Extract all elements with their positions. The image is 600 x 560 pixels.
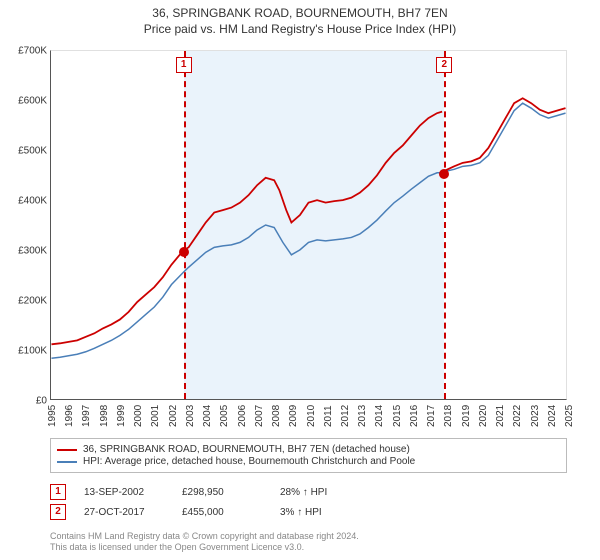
- x-axis-label: 2020: [478, 405, 489, 427]
- event-marker-badge-2: 2: [436, 57, 452, 73]
- legend-swatch-price-paid: [57, 449, 77, 451]
- x-axis-label: 2005: [219, 405, 230, 427]
- y-axis-label: £600K: [18, 96, 47, 107]
- attribution-text: Contains HM Land Registry data © Crown c…: [50, 531, 567, 554]
- event-1-date: 13-SEP-2002: [84, 487, 164, 498]
- events-table: 1 13-SEP-2002 £298,950 28% ↑ HPI 2 27-OC…: [50, 480, 567, 524]
- x-axis-label: 2003: [185, 405, 196, 427]
- x-axis-label: 2024: [547, 405, 558, 427]
- x-axis-label: 2010: [306, 405, 317, 427]
- x-axis-label: 2013: [357, 405, 368, 427]
- event-line-2: [444, 51, 446, 399]
- chart-title-block: 36, SPRINGBANK ROAD, BOURNEMOUTH, BH7 7E…: [0, 0, 600, 36]
- x-axis-label: 2007: [254, 405, 265, 427]
- event-row-1: 1 13-SEP-2002 £298,950 28% ↑ HPI: [50, 484, 567, 500]
- x-axis-label: 2009: [288, 405, 299, 427]
- x-axis-label: 2018: [443, 405, 454, 427]
- x-axis-label: 2006: [237, 405, 248, 427]
- y-axis-label: £200K: [18, 296, 47, 307]
- event-1-delta: 28% ↑ HPI: [280, 487, 360, 498]
- chart-lines-svg: [51, 51, 566, 399]
- x-axis-label: 2021: [495, 405, 506, 427]
- x-axis-label: 2016: [409, 405, 420, 427]
- legend-row-hpi: HPI: Average price, detached house, Bour…: [57, 456, 560, 467]
- x-axis-label: 2023: [530, 405, 541, 427]
- y-axis-label: £300K: [18, 246, 47, 257]
- event-line-1: [184, 51, 186, 399]
- x-axis-label: 1995: [47, 405, 58, 427]
- x-axis-label: 2002: [168, 405, 179, 427]
- x-axis-label: 2008: [271, 405, 282, 427]
- event-2-delta: 3% ↑ HPI: [280, 507, 360, 518]
- x-axis-label: 2017: [426, 405, 437, 427]
- x-axis-label: 2000: [133, 405, 144, 427]
- legend-label-price-paid: 36, SPRINGBANK ROAD, BOURNEMOUTH, BH7 7E…: [83, 444, 410, 455]
- x-axis-label: 2015: [392, 405, 403, 427]
- legend-label-hpi: HPI: Average price, detached house, Bour…: [83, 456, 415, 467]
- event-2-price: £455,000: [182, 507, 262, 518]
- event-1-price: £298,950: [182, 487, 262, 498]
- series-line-price_paid_post: [443, 98, 566, 173]
- legend-box: 36, SPRINGBANK ROAD, BOURNEMOUTH, BH7 7E…: [50, 438, 567, 473]
- x-axis-label: 2001: [150, 405, 161, 427]
- y-axis-label: £0: [36, 396, 47, 407]
- event-badge-1: 1: [50, 484, 66, 500]
- chart-plot-area: £0£100K£200K£300K£400K£500K£600K£700K199…: [50, 50, 567, 400]
- x-axis-label: 2011: [323, 405, 334, 427]
- x-axis-label: 1999: [116, 405, 127, 427]
- x-axis-label: 1996: [64, 405, 75, 427]
- legend-swatch-hpi: [57, 461, 77, 463]
- x-axis-label: 1998: [99, 405, 110, 427]
- event-row-2: 2 27-OCT-2017 £455,000 3% ↑ HPI: [50, 504, 567, 520]
- event-marker-badge-1: 1: [176, 57, 192, 73]
- y-axis-label: £500K: [18, 146, 47, 157]
- x-axis-label: 2012: [340, 405, 351, 427]
- y-axis-label: £700K: [18, 46, 47, 57]
- x-axis-label: 2025: [564, 405, 575, 427]
- series-line-hpi: [51, 103, 565, 358]
- event-dot-2: [439, 169, 449, 179]
- attribution-line1: Contains HM Land Registry data © Crown c…: [50, 531, 567, 543]
- x-axis-label: 2022: [512, 405, 523, 427]
- y-axis-label: £400K: [18, 196, 47, 207]
- y-axis-label: £100K: [18, 346, 47, 357]
- legend-row-price-paid: 36, SPRINGBANK ROAD, BOURNEMOUTH, BH7 7E…: [57, 444, 560, 455]
- event-badge-2: 2: [50, 504, 66, 520]
- x-axis-label: 2014: [374, 405, 385, 427]
- x-axis-label: 2019: [461, 405, 472, 427]
- chart-title-main: 36, SPRINGBANK ROAD, BOURNEMOUTH, BH7 7E…: [0, 6, 600, 20]
- x-axis-label: 1997: [81, 405, 92, 427]
- event-dot-1: [179, 247, 189, 257]
- chart-title-sub: Price paid vs. HM Land Registry's House …: [0, 22, 600, 36]
- event-2-date: 27-OCT-2017: [84, 507, 164, 518]
- x-axis-label: 2004: [202, 405, 213, 427]
- attribution-line2: This data is licensed under the Open Gov…: [50, 542, 567, 554]
- series-line-price_paid: [51, 112, 442, 345]
